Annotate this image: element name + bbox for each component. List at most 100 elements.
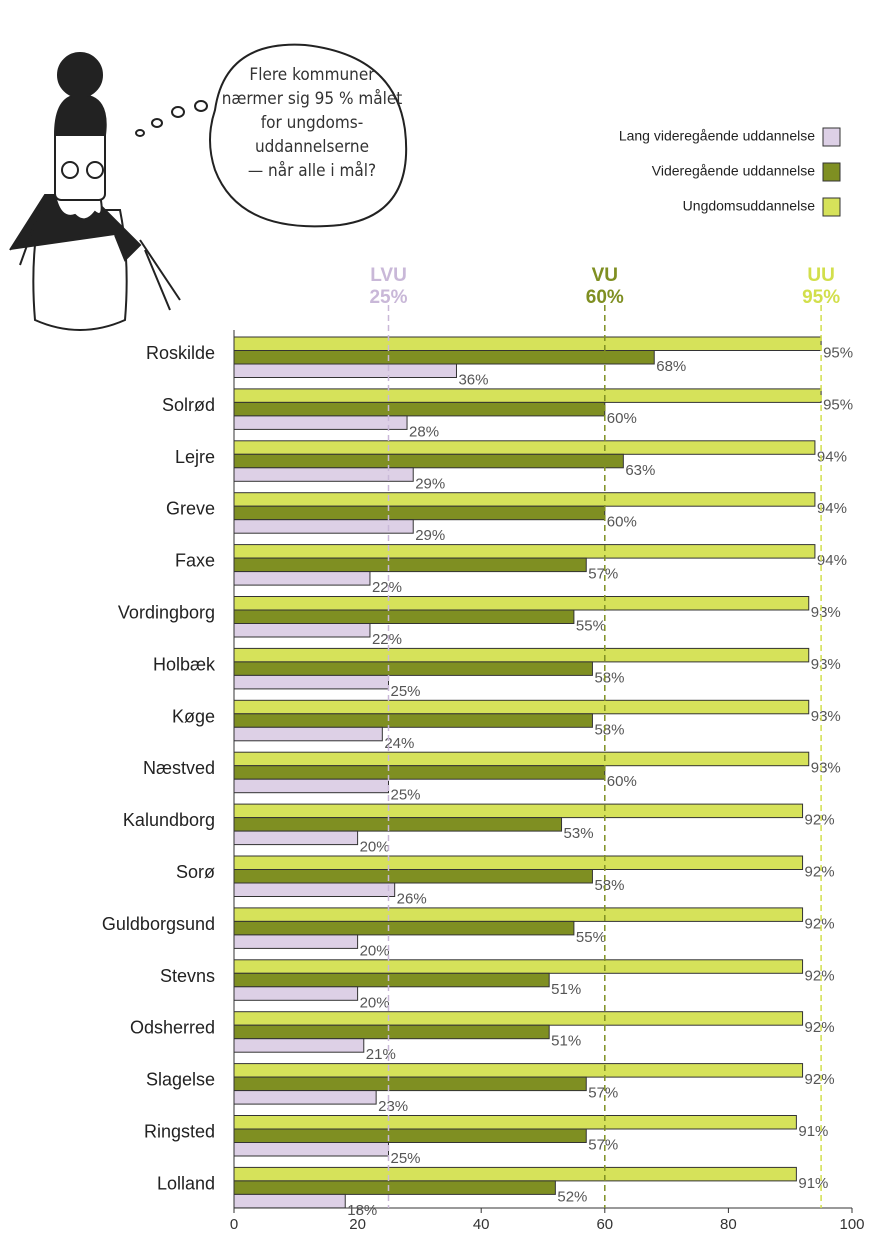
category-label: Kalundborg (123, 810, 215, 830)
value-label: 22% (372, 631, 402, 648)
legend-swatch (823, 198, 840, 216)
value-label: 57% (588, 1085, 618, 1102)
bar (234, 1039, 364, 1053)
bar (234, 648, 809, 662)
category-label: Solrød (162, 395, 215, 415)
value-label: 26% (397, 890, 427, 907)
bar (234, 714, 592, 728)
value-label: 92% (805, 915, 835, 932)
bar (234, 493, 815, 507)
value-label: 20% (360, 839, 390, 856)
value-label: 21% (366, 1046, 396, 1063)
cartoon (10, 45, 406, 330)
category-label: Vordingborg (118, 603, 215, 623)
bubble-text: — når alle i mål? (248, 160, 376, 181)
bar (234, 831, 358, 845)
value-label: 25% (391, 1150, 421, 1167)
bar (234, 870, 592, 884)
category-label: Ringsted (144, 1122, 215, 1142)
bar (234, 1025, 549, 1039)
value-label: 95% (823, 396, 853, 413)
reference-label: 25% (369, 287, 407, 308)
value-label: 57% (588, 1136, 618, 1153)
bar (234, 1194, 345, 1208)
value-label: 36% (458, 371, 488, 388)
category-label: Faxe (175, 551, 215, 571)
value-label: 58% (594, 669, 624, 686)
value-label: 25% (391, 787, 421, 804)
reference-label: 95% (802, 287, 840, 308)
bar (234, 700, 809, 714)
value-label: 20% (360, 942, 390, 959)
bar (234, 545, 815, 559)
value-label: 63% (625, 462, 655, 479)
value-label: 92% (805, 1071, 835, 1088)
bar (234, 1116, 796, 1130)
value-label: 68% (656, 358, 686, 375)
bar (234, 416, 407, 430)
x-tick-label: 40 (473, 1216, 490, 1233)
bar (234, 883, 395, 897)
reference-name: VU (592, 265, 618, 286)
value-label: 28% (409, 423, 439, 440)
bar (234, 675, 389, 689)
bar (234, 1077, 586, 1091)
bar (234, 402, 605, 416)
value-label: 92% (805, 863, 835, 880)
bar (234, 1181, 555, 1195)
value-label: 91% (798, 1175, 828, 1192)
value-label: 91% (798, 1123, 828, 1140)
value-label: 58% (594, 721, 624, 738)
bubble-text: for ungdoms- (261, 113, 363, 133)
bar (234, 766, 605, 780)
bar (234, 1091, 376, 1105)
bar (234, 1167, 796, 1181)
value-label: 95% (823, 344, 853, 361)
value-label: 93% (811, 708, 841, 725)
bar (234, 1129, 586, 1143)
value-label: 22% (372, 579, 402, 596)
category-label: Slagelse (146, 1070, 215, 1090)
bar (234, 973, 549, 987)
bar (234, 752, 809, 766)
bar (234, 454, 623, 468)
category-label: Guldborgsund (102, 914, 215, 934)
value-label: 29% (415, 527, 445, 544)
bar (234, 610, 574, 624)
category-label: Roskilde (146, 343, 215, 363)
bar (234, 662, 592, 676)
value-label: 51% (551, 981, 581, 998)
value-label: 53% (564, 825, 594, 842)
value-label: 20% (360, 994, 390, 1011)
value-label: 29% (415, 475, 445, 492)
value-label: 57% (588, 566, 618, 583)
bubble-text: Flere kommuner (249, 65, 375, 85)
bar (234, 337, 821, 351)
bar (234, 960, 803, 974)
bubble-text: uddannelserne (255, 137, 369, 157)
bar (234, 441, 815, 455)
category-label: Næstved (143, 758, 215, 778)
bar (234, 624, 370, 638)
legend-label: Videregående uddannelse (652, 163, 815, 179)
value-label: 52% (557, 1188, 587, 1205)
reference-name: LVU (370, 265, 407, 286)
value-label: 60% (607, 410, 637, 427)
value-label: 55% (576, 617, 606, 634)
reference-name: UU (807, 265, 834, 286)
bar (234, 506, 605, 520)
bar (234, 520, 413, 534)
category-label: Lolland (157, 1173, 215, 1193)
bar (234, 727, 382, 741)
value-label: 92% (805, 812, 835, 829)
category-label: Lejre (175, 447, 215, 467)
bar (234, 1064, 803, 1078)
category-label: Stevns (160, 966, 215, 986)
bubble-text: nærmer sig 95 % målet (222, 88, 403, 109)
category-label: Greve (166, 499, 215, 519)
x-tick-label: 60 (596, 1216, 613, 1233)
bar (234, 935, 358, 949)
bar (234, 908, 803, 922)
legend-label: Ungdomsuddannelse (683, 198, 816, 214)
bar (234, 856, 803, 870)
